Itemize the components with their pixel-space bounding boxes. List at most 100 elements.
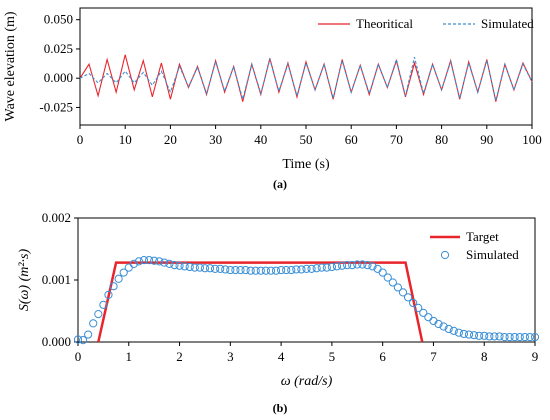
data-point-simulated xyxy=(393,283,402,292)
legend-label-target: Target xyxy=(466,229,499,244)
legend-label-simulated: Simulated xyxy=(481,16,534,31)
data-point-simulated xyxy=(459,329,469,339)
data-point-simulated xyxy=(73,335,83,344)
data-point-simulated xyxy=(221,265,230,274)
x-tick-label: 2 xyxy=(176,349,183,364)
data-point-simulated xyxy=(520,332,529,342)
x-tick-label: 50 xyxy=(300,132,313,147)
data-point-simulated xyxy=(226,265,235,275)
data-point-simulated xyxy=(424,313,433,322)
data-point-simulated xyxy=(302,264,311,273)
data-point-simulated xyxy=(480,331,489,340)
x-tick-label: 3 xyxy=(227,349,234,364)
data-point-simulated xyxy=(134,257,144,266)
data-point-simulated xyxy=(190,263,199,272)
data-point-simulated xyxy=(358,260,367,269)
data-point-simulated xyxy=(246,266,255,275)
data-point-simulated xyxy=(485,332,494,341)
data-point-simulated xyxy=(175,261,184,270)
data-point-simulated xyxy=(185,262,194,272)
data-point-simulated xyxy=(439,322,448,331)
data-point-simulated xyxy=(266,266,276,275)
data-point-simulated xyxy=(530,332,540,342)
data-point-simulated xyxy=(94,310,103,319)
x-tick-label: 80 xyxy=(435,132,448,147)
data-point-simulated xyxy=(444,324,453,334)
data-point-simulated xyxy=(99,300,108,309)
data-point-simulated xyxy=(236,265,245,275)
data-point-simulated xyxy=(500,332,509,342)
x-tick-label: 5 xyxy=(329,349,336,364)
data-point-simulated xyxy=(256,266,265,275)
legend-swatch-simulated xyxy=(440,250,450,260)
data-point-simulated xyxy=(78,336,88,345)
data-point-simulated xyxy=(454,328,463,337)
data-point-simulated xyxy=(144,256,154,265)
data-point-simulated xyxy=(505,332,514,342)
data-point-simulated xyxy=(251,266,260,275)
data-point-simulated xyxy=(383,273,392,282)
data-point-simulated xyxy=(398,288,408,297)
data-point-simulated xyxy=(292,265,301,274)
x-tick-label: 0 xyxy=(77,132,84,147)
data-point-simulated xyxy=(495,332,504,341)
data-point-simulated xyxy=(129,259,138,268)
data-point-simulated xyxy=(307,264,316,273)
data-point-simulated xyxy=(155,257,164,266)
data-point-simulated xyxy=(109,282,118,291)
data-point-simulated xyxy=(282,265,291,275)
data-point-simulated xyxy=(378,268,387,277)
x-tick-label: 1 xyxy=(126,349,133,364)
y-tick-label: 0.025 xyxy=(44,41,73,56)
data-point-simulated xyxy=(348,261,357,270)
data-point-simulated xyxy=(409,298,418,308)
y-tick-label: 0.050 xyxy=(44,12,73,27)
x-tick-label: 8 xyxy=(481,349,488,364)
data-point-simulated xyxy=(353,260,362,269)
y-tick-label: -0.025 xyxy=(39,99,73,114)
data-point-simulated xyxy=(525,332,535,342)
data-point-simulated xyxy=(317,263,326,272)
data-point-simulated xyxy=(490,332,499,341)
y-axis-label: S(ω) (m²·s) xyxy=(17,249,32,312)
data-point-simulated xyxy=(297,265,306,274)
y-tick-label: 0.001 xyxy=(42,272,71,287)
data-point-simulated xyxy=(195,263,204,272)
data-point-simulated xyxy=(449,326,458,335)
data-point-simulated xyxy=(277,265,286,275)
x-tick-label: 60 xyxy=(345,132,358,147)
data-point-simulated xyxy=(119,268,128,277)
data-point-simulated xyxy=(510,332,519,342)
data-point-simulated xyxy=(515,332,524,342)
x-tick-label: 4 xyxy=(278,349,285,364)
panel-caption: (a) xyxy=(273,177,287,191)
y-axis-label: Wave elevation (m) xyxy=(3,11,18,121)
data-point-simulated xyxy=(160,258,169,267)
data-point-simulated xyxy=(241,265,250,275)
data-point-simulated xyxy=(261,266,270,275)
data-point-simulated xyxy=(104,290,113,299)
data-point-simulated xyxy=(403,293,413,302)
data-point-simulated xyxy=(464,330,474,339)
x-tick-label: 7 xyxy=(430,349,437,364)
data-point-simulated xyxy=(469,331,479,340)
x-axis-label: Time (s) xyxy=(282,157,330,172)
data-point-simulated xyxy=(388,278,397,287)
data-point-simulated xyxy=(368,262,377,271)
data-point-simulated xyxy=(165,259,174,268)
data-point-simulated xyxy=(200,264,210,273)
y-tick-label: 0.000 xyxy=(42,334,71,349)
legend-label-simulated: Simulated xyxy=(466,247,519,262)
x-tick-label: 10 xyxy=(119,132,132,147)
data-point-simulated xyxy=(89,319,98,328)
series-line-target xyxy=(97,261,424,343)
x-tick-label: 70 xyxy=(390,132,403,147)
data-point-simulated xyxy=(150,256,159,265)
x-tick-label: 100 xyxy=(522,132,542,147)
data-point-simulated xyxy=(327,262,336,272)
panel-caption: (b) xyxy=(273,401,288,415)
series-line-simulated xyxy=(79,57,533,102)
data-point-simulated xyxy=(337,261,347,270)
data-point-simulated xyxy=(114,274,123,283)
plot-frame-0 xyxy=(79,7,533,126)
